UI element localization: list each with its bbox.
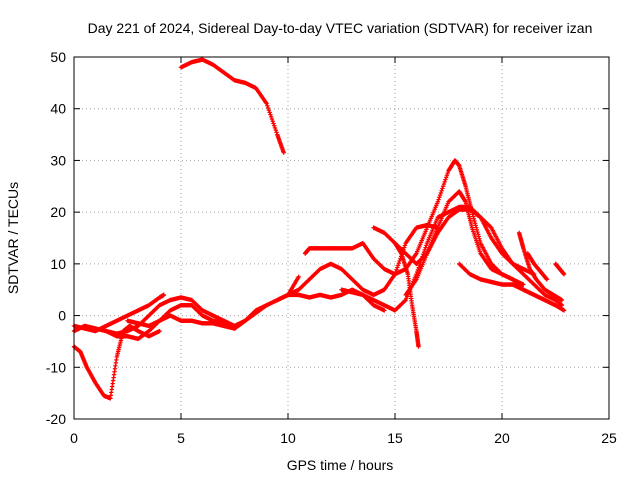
data-point — [440, 186, 445, 191]
y-tick-label: 30 — [50, 152, 66, 168]
y-tick-label: 50 — [50, 49, 66, 65]
data-point — [440, 184, 446, 189]
x-tick-label: 5 — [177, 430, 185, 446]
data-point — [265, 103, 270, 108]
data-point — [274, 130, 279, 135]
data-point — [472, 221, 478, 226]
data-point — [436, 197, 441, 202]
data-point — [266, 107, 272, 113]
x-tick-label: 10 — [280, 430, 296, 446]
y-tick-label: 0 — [58, 308, 66, 324]
data-point — [395, 265, 400, 270]
series-arc-9 — [339, 204, 537, 313]
y-axis-label: SDTVAR / TECUs — [5, 182, 21, 294]
data-point — [396, 260, 402, 266]
data-point — [272, 125, 278, 131]
x-axis-label: GPS time / hours — [287, 457, 394, 473]
data-point — [281, 150, 286, 155]
data-point — [441, 181, 447, 187]
data-point — [157, 328, 162, 334]
data-point — [273, 127, 278, 133]
series-arc-11 — [403, 189, 558, 308]
data-series — [71, 57, 567, 401]
data-point — [423, 245, 428, 250]
data-point — [437, 192, 443, 198]
grid — [74, 57, 609, 419]
data-point — [444, 175, 449, 180]
data-point — [268, 114, 274, 120]
plot-frame — [73, 56, 610, 420]
y-tick-label: 40 — [50, 101, 66, 117]
series-arc-12 — [457, 261, 567, 313]
y-tick-label: -20 — [46, 411, 66, 427]
axis-ticks — [73, 56, 610, 420]
data-point — [272, 123, 277, 128]
y-tick-label: -10 — [46, 359, 66, 375]
x-tick-label: 0 — [70, 430, 78, 446]
data-point — [472, 218, 477, 224]
x-tick-label: 20 — [494, 430, 510, 446]
x-tick-label: 25 — [601, 430, 617, 446]
data-point — [475, 232, 481, 237]
data-point — [264, 101, 269, 106]
data-point — [267, 110, 272, 115]
data-point — [269, 116, 275, 122]
series-arc-6 — [285, 222, 440, 298]
data-point — [271, 121, 276, 126]
data-point — [443, 177, 448, 182]
data-point — [270, 119, 275, 124]
series-arc-early-high — [178, 57, 286, 155]
data-point — [424, 243, 429, 248]
y-tick-label: 10 — [50, 256, 66, 272]
data-point — [444, 173, 450, 178]
data-point — [265, 105, 271, 111]
data-point — [268, 112, 273, 117]
data-point — [439, 188, 444, 193]
data-point — [395, 263, 401, 268]
data-point — [437, 195, 442, 200]
x-tick-label: 15 — [387, 430, 403, 446]
data-point — [473, 223, 478, 228]
data-point — [438, 190, 444, 196]
data-point — [442, 179, 447, 185]
y-tick-label: 20 — [50, 204, 66, 220]
series-arc-15 — [553, 261, 567, 277]
chart-title: Day 221 of 2024, Sidereal Day-to-day VTE… — [88, 20, 593, 36]
